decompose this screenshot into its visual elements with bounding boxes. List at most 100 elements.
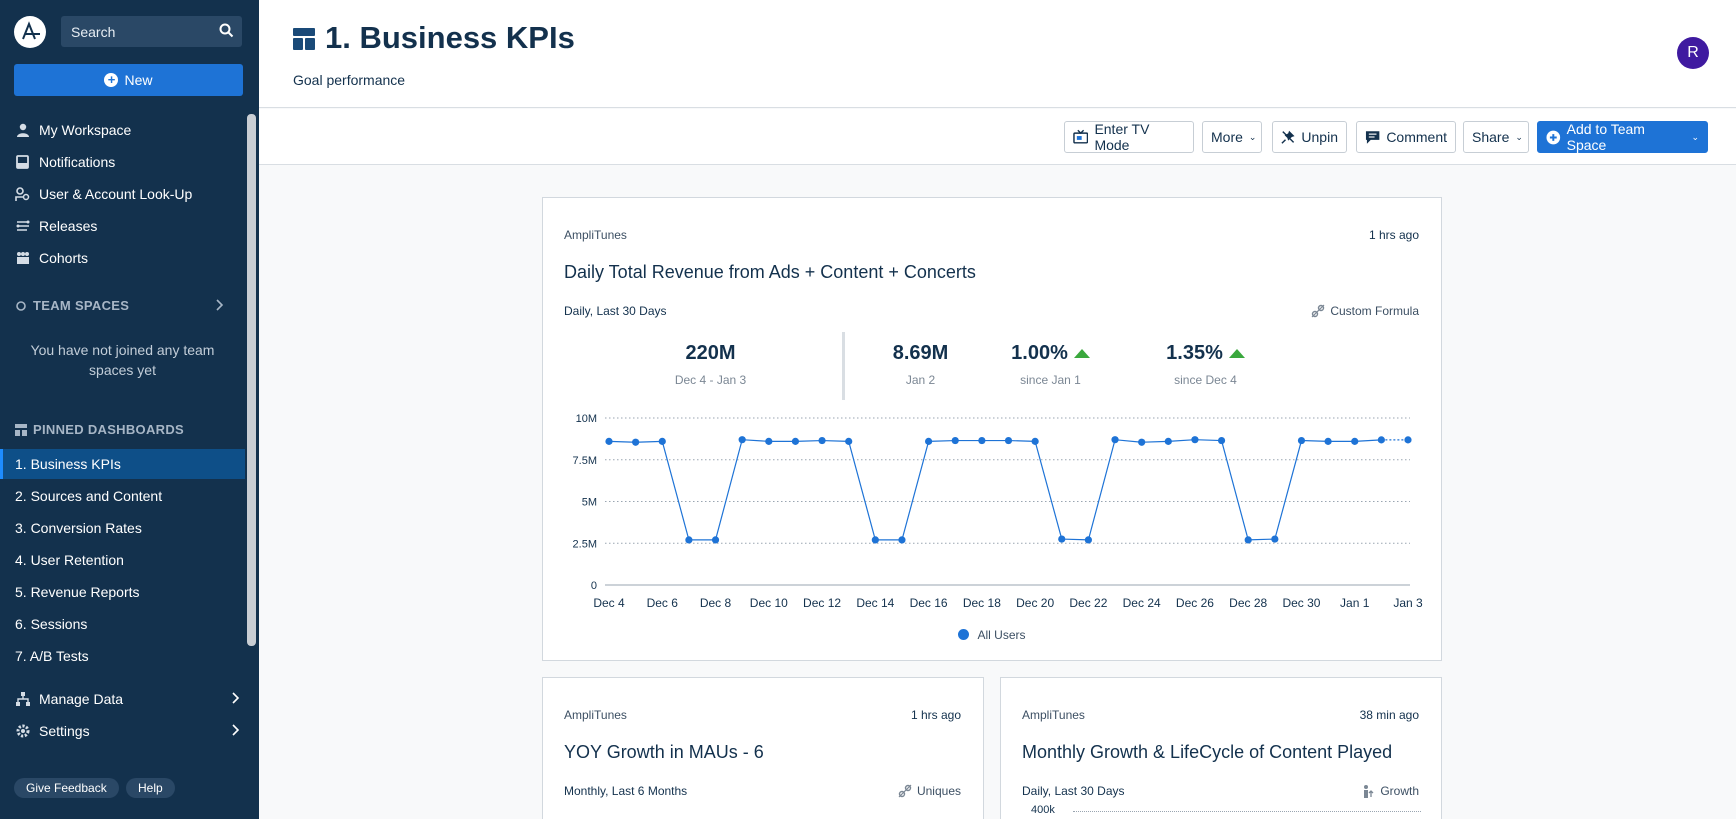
- sidebar-item-cohorts[interactable]: Cohorts: [0, 243, 245, 273]
- pinned-dashboard-item[interactable]: 5. Revenue Reports: [15, 584, 140, 600]
- chart-card-yoy-growth[interactable]: AmpliTunes 1 hrs ago YOY Growth in MAUs …: [542, 677, 984, 819]
- card-chart-type: Growth: [1361, 784, 1419, 798]
- data-point[interactable]: [818, 436, 826, 445]
- x-tick-label: Dec 18: [963, 596, 1001, 610]
- add-team-space-label: Add to Team Space: [1566, 121, 1645, 153]
- data-point[interactable]: [658, 437, 666, 445]
- trend-up-icon: [1228, 349, 1245, 358]
- enter-tv-mode-button[interactable]: Enter TV Mode: [1064, 121, 1194, 153]
- data-point[interactable]: [685, 536, 693, 544]
- unpin-button[interactable]: Unpin: [1272, 121, 1347, 153]
- data-point[interactable]: [1031, 437, 1039, 445]
- revenue-line-chart[interactable]: 0 2.5M 5M 7.5M 10M Dec 4 Dec 6 Dec 8 Dec 10 Dec 1…: [543, 408, 1441, 613]
- kpi-divider: [842, 332, 845, 400]
- card-title[interactable]: Daily Total Revenue from Ads + Content +…: [564, 262, 976, 282]
- more-button[interactable]: More ⌄: [1202, 121, 1262, 153]
- team-spaces-heading[interactable]: TEAM SPACES: [15, 298, 129, 313]
- pinned-dashboard-item[interactable]: 3. Conversion Rates: [15, 520, 142, 536]
- pinned-dashboard-item[interactable]: 4. User Retention: [15, 552, 124, 568]
- formula-icon: [1311, 304, 1325, 318]
- page-title: 1. Business KPIs: [325, 20, 575, 55]
- data-point[interactable]: [1217, 436, 1226, 445]
- sidebar-scrollbar[interactable]: [247, 114, 256, 646]
- chevron-right-icon[interactable]: [215, 298, 225, 312]
- hierarchy-icon: [16, 692, 30, 706]
- data-point[interactable]: [1271, 535, 1279, 543]
- user-lookup-icon: [15, 187, 30, 201]
- card-title[interactable]: Monthly Growth & LifeCycle of Content Pl…: [1022, 742, 1393, 762]
- uniques-icon: [898, 784, 912, 798]
- data-point[interactable]: [1084, 536, 1092, 544]
- data-point[interactable]: [1404, 436, 1412, 444]
- sidebar-item-user-lookup[interactable]: User & Account Look-Up: [0, 179, 245, 209]
- x-tick-label: Dec 22: [1069, 596, 1107, 610]
- data-point[interactable]: [871, 536, 879, 544]
- sidebar-item-releases[interactable]: Releases: [0, 211, 245, 241]
- kpi-value: 8.69M: [892, 342, 949, 364]
- y-tick-label: 400k: [1031, 804, 1055, 816]
- pinned-dashboard-item[interactable]: 6. Sessions: [15, 616, 88, 632]
- sidebar-item-notifications[interactable]: Notifications: [0, 147, 245, 177]
- chart-legend[interactable]: All Users: [543, 628, 1441, 642]
- y-tick-label: 0: [591, 580, 597, 592]
- chart-card-monthly-growth[interactable]: AmpliTunes 38 min ago Monthly Growth & L…: [1000, 677, 1442, 819]
- kpi-label: Jan 2: [905, 373, 936, 387]
- data-point[interactable]: [711, 536, 720, 544]
- avatar[interactable]: R: [1677, 37, 1709, 69]
- new-button[interactable]: + New: [14, 64, 243, 96]
- team-spaces-icon: [16, 300, 26, 311]
- data-point[interactable]: [1058, 535, 1066, 543]
- data-point[interactable]: [1004, 436, 1013, 445]
- data-point[interactable]: [632, 438, 640, 446]
- data-point[interactable]: [1244, 536, 1252, 544]
- data-point[interactable]: [925, 437, 933, 445]
- data-point[interactable]: [1191, 436, 1199, 444]
- settings-item[interactable]: Settings: [0, 716, 259, 746]
- data-point[interactable]: [951, 436, 959, 445]
- data-point[interactable]: [898, 536, 906, 544]
- team-spaces-label: TEAM SPACES: [33, 298, 130, 313]
- chart-card-revenue[interactable]: AmpliTunes 1 hrs ago Daily Total Revenue…: [542, 197, 1442, 661]
- y-tick-label: 2.5M: [573, 538, 597, 550]
- data-point[interactable]: [845, 437, 853, 445]
- data-point[interactable]: [605, 437, 613, 445]
- kpi-value: 220M: [685, 342, 736, 364]
- search-input[interactable]: Search: [61, 16, 242, 47]
- data-point[interactable]: [1377, 436, 1385, 444]
- sidebar-scroll-area[interactable]: My Workspace Notifications User & Accoun…: [0, 112, 259, 682]
- data-point[interactable]: [765, 437, 773, 445]
- data-point[interactable]: [1324, 437, 1332, 445]
- pinned-dashboard-item[interactable]: 7. A/B Tests: [15, 648, 89, 664]
- sidebar-item-label: Cohorts: [39, 250, 89, 266]
- data-point[interactable]: [1351, 437, 1359, 445]
- search-icon[interactable]: [219, 23, 234, 43]
- data-point[interactable]: [1111, 436, 1119, 444]
- sidebar-bottom: Manage Data Settings: [0, 684, 259, 819]
- pinned-dashboard-item[interactable]: 1. Business KPIs: [0, 449, 245, 479]
- sidebar-item-label: User & Account Look-Up: [39, 186, 193, 202]
- gridline: [1073, 811, 1421, 812]
- card-source: AmpliTunes: [564, 708, 627, 722]
- sidebar-item-label: My Workspace: [39, 122, 132, 138]
- give-feedback-button[interactable]: Give Feedback: [14, 778, 119, 798]
- manage-data-item[interactable]: Manage Data: [0, 684, 259, 714]
- data-point[interactable]: [1164, 437, 1172, 445]
- card-title[interactable]: YOY Growth in MAUs - 6: [564, 742, 764, 762]
- data-point[interactable]: [1138, 438, 1146, 446]
- x-tick-label: Dec 20: [1016, 596, 1054, 610]
- y-tick-label: 7.5M: [573, 455, 597, 467]
- sidebar-item-label: Releases: [39, 218, 98, 234]
- data-point[interactable]: [791, 437, 800, 445]
- data-point[interactable]: [1297, 436, 1306, 445]
- more-label: More: [1211, 129, 1243, 145]
- amplitude-logo-icon[interactable]: [14, 16, 46, 48]
- share-button[interactable]: Share ⌄: [1463, 121, 1529, 153]
- data-point[interactable]: [978, 436, 986, 445]
- data-point[interactable]: [738, 436, 746, 444]
- help-button[interactable]: Help: [126, 778, 175, 798]
- x-tick-label: Dec 26: [1176, 596, 1214, 610]
- sidebar-item-my-workspace[interactable]: My Workspace: [0, 115, 245, 145]
- pinned-dashboard-item[interactable]: 2. Sources and Content: [15, 488, 163, 504]
- add-to-team-space-button[interactable]: Add to Team Space ⌄: [1537, 121, 1708, 153]
- comment-button[interactable]: Comment: [1356, 121, 1456, 153]
